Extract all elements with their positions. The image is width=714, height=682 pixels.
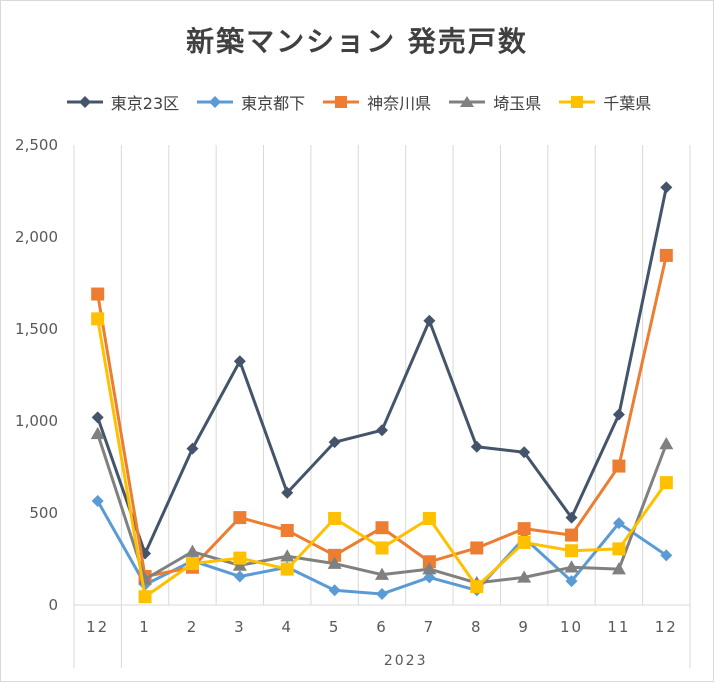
data-point <box>564 560 579 573</box>
data-point <box>659 437 674 450</box>
y-tick-label: 500 <box>29 504 58 522</box>
x-group-label: 2023 <box>384 653 428 669</box>
data-point <box>611 562 626 575</box>
data-point <box>233 551 247 565</box>
y-tick-label: 1,000 <box>15 412 58 430</box>
data-point <box>280 549 295 562</box>
legend-label: 神奈川県 <box>367 94 432 113</box>
data-point <box>138 590 152 604</box>
legend-item: 神奈川県 <box>319 90 431 114</box>
data-point <box>517 570 532 583</box>
legend-label: 埼玉県 <box>493 94 542 113</box>
data-point <box>517 522 531 536</box>
data-point <box>328 548 342 562</box>
data-point <box>328 512 342 526</box>
data-point <box>612 517 625 530</box>
legend-swatch <box>197 96 234 108</box>
data-point <box>422 562 437 575</box>
data-point <box>470 541 484 555</box>
x-tick-label: 6 <box>376 618 388 636</box>
data-point <box>565 544 579 558</box>
data-point <box>470 440 483 453</box>
legend-swatch <box>449 96 486 107</box>
x-tick-label: 8 <box>471 618 483 636</box>
data-point <box>91 287 105 301</box>
legend-swatch <box>66 96 103 108</box>
x-tick-label: 2 <box>187 618 199 636</box>
data-point <box>186 442 199 455</box>
data-point <box>423 314 436 327</box>
data-point <box>375 541 389 555</box>
data-point <box>565 511 578 524</box>
x-tick-label: 5 <box>329 618 341 636</box>
data-point <box>91 495 104 508</box>
x-tick-label: 9 <box>518 618 530 636</box>
y-tick-label: 0 <box>48 596 58 614</box>
series-line-1 <box>96 187 668 555</box>
data-point <box>565 575 578 588</box>
legend-item: 埼玉県 <box>445 90 541 114</box>
data-point <box>660 549 673 562</box>
data-point <box>233 511 247 525</box>
legend-swatch <box>323 96 360 108</box>
data-point <box>422 512 436 526</box>
legend-label: 東京23区 <box>110 94 180 113</box>
legend-swatch <box>559 96 596 108</box>
data-point <box>185 544 200 557</box>
y-tick-label: 2,000 <box>15 228 58 246</box>
data-point <box>375 567 389 580</box>
data-point <box>470 580 484 594</box>
data-point <box>328 436 341 449</box>
data-point <box>612 459 626 473</box>
x-tick-label: 10 <box>560 618 583 636</box>
data-point <box>375 521 389 535</box>
data-point <box>281 486 294 499</box>
series-line-5 <box>96 318 668 599</box>
y-tick-label: 1,500 <box>15 320 58 338</box>
legend-item: 東京都下 <box>193 90 305 114</box>
data-point <box>376 587 388 600</box>
x-tick-label: 1 <box>139 618 151 636</box>
legend-item: 東京23区 <box>63 90 179 114</box>
legend-label: 千葉県 <box>603 94 652 113</box>
data-point <box>280 523 294 537</box>
legend-label: 東京都下 <box>241 94 306 113</box>
chart-title: 新築マンション 発売戸数 <box>186 25 528 58</box>
data-point <box>328 584 341 597</box>
data-point <box>612 408 625 421</box>
legend-item: 千葉県 <box>555 90 651 114</box>
data-point <box>280 562 294 576</box>
x-tick-label: 11 <box>607 618 630 636</box>
y-tick-label: 2,500 <box>15 136 58 154</box>
data-point <box>185 557 199 571</box>
data-point <box>376 424 388 437</box>
series-line-4 <box>96 433 668 585</box>
x-tick-label: 4 <box>281 618 293 636</box>
x-tick-label: 12 <box>655 618 678 636</box>
data-point <box>91 312 105 326</box>
legend: 東京23区 東京都下 神奈川県 埼玉県 千葉県 <box>0 90 714 114</box>
data-point <box>565 528 579 542</box>
data-point <box>90 426 105 440</box>
data-point <box>233 570 246 583</box>
data-point <box>659 248 673 262</box>
data-point <box>517 535 531 549</box>
data-point <box>659 476 673 490</box>
x-tick-label: 12 <box>86 618 109 636</box>
data-point <box>423 571 436 584</box>
data-point <box>422 555 436 569</box>
data-point <box>518 446 531 459</box>
x-tick-label: 7 <box>424 618 436 636</box>
data-point <box>233 355 246 368</box>
data-point <box>91 411 104 424</box>
data-point <box>660 181 673 194</box>
data-point <box>327 556 342 569</box>
data-point <box>612 542 626 556</box>
x-tick-label: 3 <box>234 618 246 636</box>
